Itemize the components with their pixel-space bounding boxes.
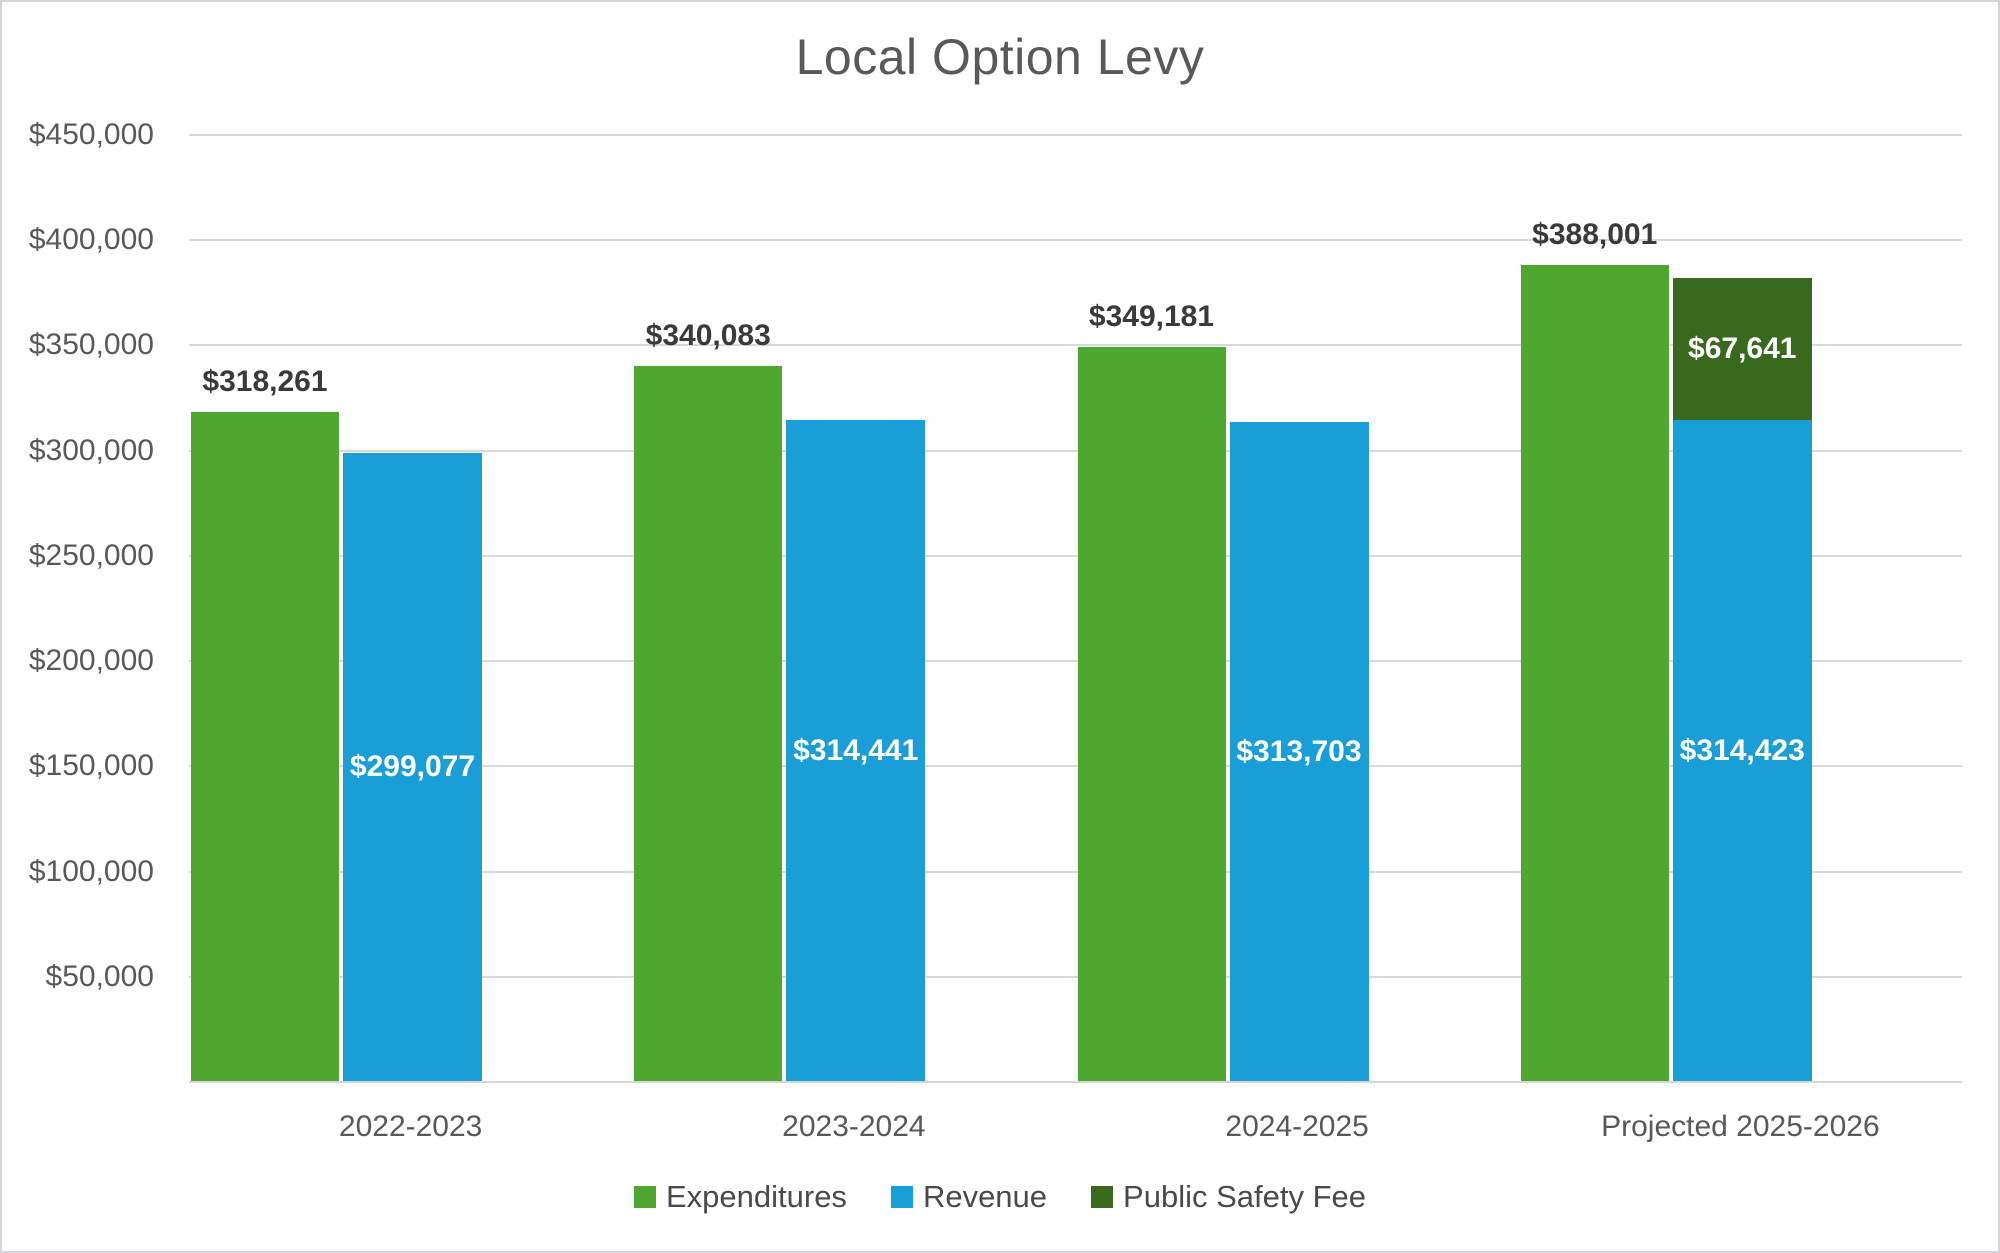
gridline [189,975,1962,978]
gridline [189,239,1962,242]
y-axis-tick-label: $150,000 [28,749,154,783]
x-axis-tick-label: Projected 2025-2026 [1601,1110,1880,1143]
x-axis-line [189,1081,1962,1083]
legend-label: Expenditures [665,1179,847,1214]
chart-title: Local Option Levy [795,29,1205,85]
gridline [189,134,1962,136]
data-label-revenue: $314,423 [1679,734,1805,768]
y-axis-tick-label: $250,000 [28,538,154,572]
data-label-public-safety-fee: $67,641 [1688,332,1797,366]
data-label-expenditures: $388,001 [1532,218,1658,252]
y-axis-tick-label: $200,000 [28,644,154,678]
legend-item-revenue: Revenue [890,1179,1048,1215]
bar-expenditures [634,366,783,1082]
legend: Expenditures Revenue Public Safety Fee [2,1179,1998,1215]
x-axis-tick-label: 2023-2024 [782,1110,926,1143]
data-label-expenditures: $318,261 [202,365,328,399]
plot-area: $450,000 $400,000 $350,000 $300,000 $250,000… [29,118,1962,1143]
legend-swatch-icon [633,1186,656,1208]
bar-expenditures [1077,347,1226,1082]
gridline [189,344,1962,347]
gridline [189,870,1962,873]
gridline [189,765,1962,768]
x-axis-tick-label: 2024-2025 [1225,1110,1369,1143]
data-label-revenue: $299,077 [349,750,476,784]
gridline [189,449,1962,452]
bar-expenditures [191,412,339,1082]
data-label-revenue: $314,441 [793,734,919,768]
legend-swatch-icon [1091,1186,1114,1208]
legend-item-expenditures: Expenditures [633,1179,847,1215]
gridline [189,660,1962,663]
data-label-revenue: $313,703 [1236,734,1362,768]
y-axis-tick-label: $50,000 [45,959,154,993]
bar-revenue [1229,421,1369,1082]
bar-revenue [1672,420,1812,1082]
bar-revenue [343,452,482,1082]
bar-expenditures [1520,265,1669,1082]
data-label-expenditures: $349,181 [1088,300,1215,334]
y-axis-tick-label: $350,000 [28,328,154,362]
legend-item-public-safety-fee: Public Safety Fee [1091,1179,1366,1215]
data-label-expenditures: $340,083 [645,319,771,353]
bar-revenue [786,420,926,1082]
legend-label: Public Safety Fee [1123,1179,1366,1214]
bar-public-safety-fee [1672,277,1812,421]
y-axis-tick-label: $300,000 [28,433,154,467]
x-axis-tick-label: 2022-2023 [338,1110,483,1143]
y-axis-tick-label: $400,000 [28,223,154,257]
legend-label: Revenue [922,1179,1048,1214]
y-axis-tick-label: $100,000 [28,854,154,888]
gridline [189,554,1962,557]
y-axis-tick-label: $450,000 [28,118,154,151]
legend-swatch-icon [890,1186,913,1208]
